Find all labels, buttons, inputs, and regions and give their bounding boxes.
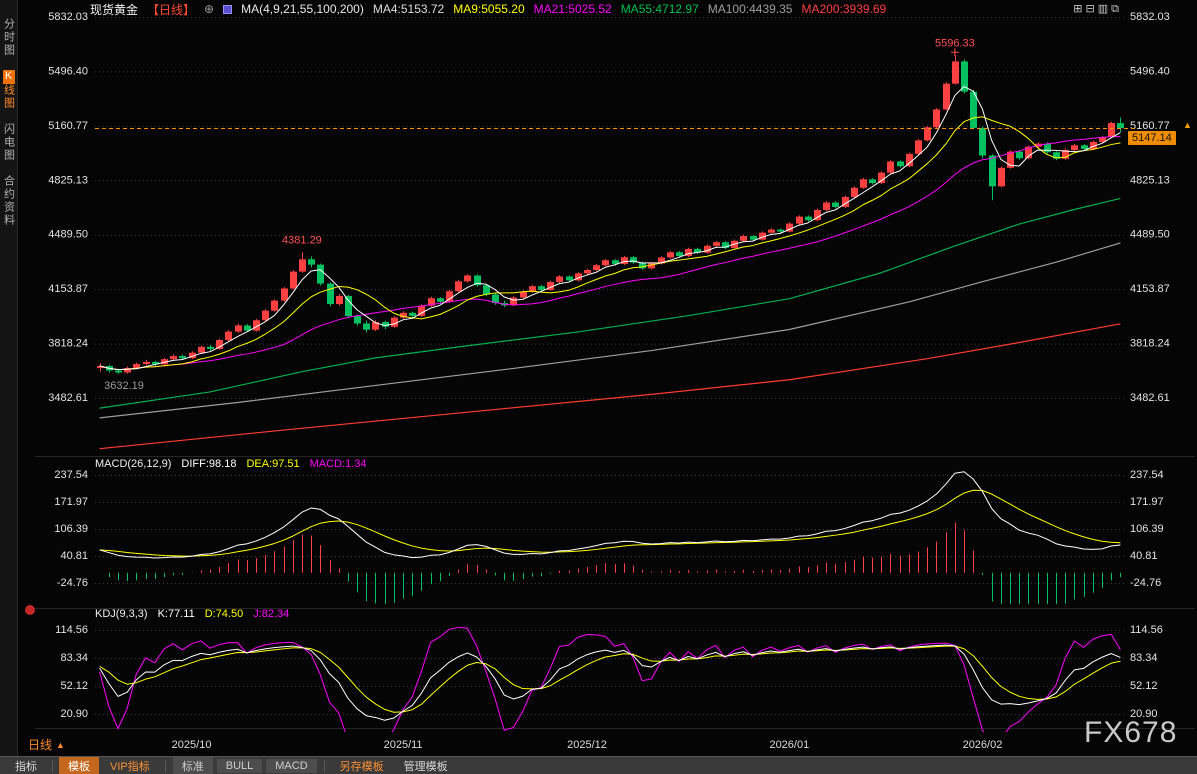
toolbar-item-indicators[interactable]: 指标: [15, 760, 37, 773]
watermark: FX678: [1084, 716, 1178, 749]
split-horizontal-icon[interactable]: ⊟: [1085, 3, 1095, 15]
kdj-d-value: D:74.50: [204, 608, 244, 620]
bottom-toolbar: 指标 模板 VIP指标 标准 BULL MACD 另存模板 管理模板: [0, 756, 1197, 774]
macd-hist-value: MACD:1.34: [309, 458, 367, 470]
ma100-value: MA100:4439.35: [707, 2, 793, 16]
price-chart-canvas[interactable]: [18, 10, 1197, 755]
symbol-name: 现货黄金: [90, 2, 139, 17]
ma4-value: MA4:5153.72: [372, 2, 445, 16]
period-indicator-label: 日线: [28, 738, 53, 752]
sidebar-item-flash-chart[interactable]: 闪电图: [2, 123, 15, 162]
toolbar-item-manage-templates[interactable]: 管理模板: [403, 760, 448, 773]
toolbar-item-bull[interactable]: BULL: [216, 758, 263, 773]
current-price-arrow-icon: ▲: [1183, 120, 1192, 130]
left-sidebar: 分时图 K线图 闪电图 合约资料: [0, 0, 18, 756]
kdj-indicator-header: KDJ(9,3,3) K:77.11 D:74.50 J:82.34: [95, 608, 289, 620]
toolbar-separator: [164, 759, 166, 772]
kdj-label: KDJ(9,3,3): [95, 608, 148, 620]
toolbar-item-templates[interactable]: 模板: [59, 756, 99, 774]
kdj-k-value: K:77.11: [157, 608, 195, 620]
sidebar-item-contract-info[interactable]: 合约资料: [2, 175, 15, 227]
kdj-j-value: J:82.34: [253, 608, 290, 620]
macd-indicator-header: MACD(26,12,9) DIFF:98.18 DEA:97.51 MACD:…: [95, 458, 367, 470]
period-indicator[interactable]: 日线 ▲: [28, 736, 65, 753]
overlap-windows-icon[interactable]: ⧉: [1111, 3, 1119, 15]
sidebar-item-minute-chart[interactable]: 分时图: [2, 18, 15, 57]
ma-indicator-icon: [223, 4, 233, 14]
chevron-up-icon: ▲: [56, 739, 65, 750]
top-bar: 现货黄金 【日线】 ⊕ MA(4,9,21,55,100,200) MA4:51…: [18, 0, 1197, 18]
period-tag[interactable]: 【日线】: [147, 2, 196, 17]
record-dot-icon: [25, 605, 35, 615]
current-price-tag: 5147.14: [1128, 131, 1176, 145]
toolbar-item-save-template[interactable]: 另存模板: [339, 760, 384, 773]
circle-plus-icon[interactable]: ⊕: [204, 2, 215, 16]
window-layout-controls: ⊞ ⊟ ▥ ⧉: [1073, 3, 1119, 15]
ma55-value: MA55:4712.97: [620, 2, 699, 16]
toolbar-separator: [52, 759, 53, 772]
rows-layout-icon[interactable]: ▥: [1097, 3, 1109, 15]
grid-layout-icon[interactable]: ⊞: [1073, 3, 1083, 15]
toolbar-item-vip-indicators[interactable]: VIP指标: [110, 760, 150, 773]
sidebar-item-kline-chart[interactable]: K线图: [2, 70, 15, 110]
toolbar-item-macd[interactable]: MACD: [266, 758, 317, 773]
ma21-value: MA21:5025.52: [533, 2, 612, 16]
ma-settings-label: MA(4,9,21,55,100,200): [241, 2, 364, 16]
ma9-value: MA9:5055.20: [453, 2, 525, 16]
ma200-value: MA200:3939.69: [801, 2, 887, 16]
toolbar-item-standard[interactable]: 标准: [172, 756, 213, 774]
macd-diff-value: DIFF:98.18: [181, 458, 237, 470]
macd-dea-value: DEA:97.51: [246, 458, 300, 470]
macd-label: MACD(26,12,9): [95, 458, 172, 470]
toolbar-separator: [323, 759, 325, 772]
